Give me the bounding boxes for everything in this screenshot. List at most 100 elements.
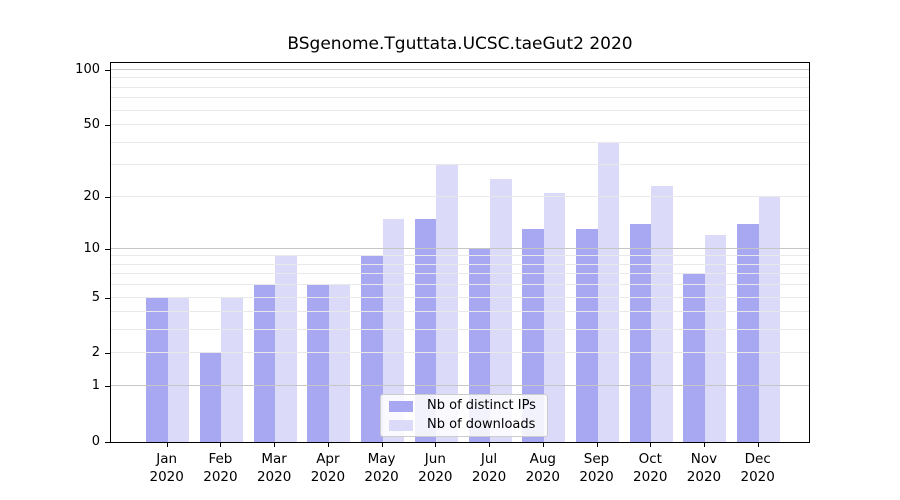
x-tick-label-oct: Oct 2020 [620, 450, 680, 486]
x-tick-label-month: May [367, 451, 396, 467]
bar-downloads-oct [651, 185, 673, 442]
x-tick-label-month: Jun [424, 451, 446, 467]
x-tick-label-year: 2020 [633, 469, 668, 485]
minor-gridline-70 [111, 97, 809, 99]
y-tick-1 [105, 386, 110, 388]
bar-distinct-ips-nov [683, 274, 705, 442]
x-tick-label-month: Jul [480, 451, 498, 467]
x-tick-jul [489, 443, 491, 447]
x-tick-mar [274, 443, 276, 447]
x-tick-label-may: May 2020 [352, 450, 412, 486]
x-tick-label-month: Feb [208, 451, 233, 467]
x-tick-label-year: 2020 [686, 469, 722, 485]
y-tick-label-2: 2 [91, 345, 100, 361]
x-tick-jan [166, 443, 168, 447]
x-tick-label-jan: Jan 2020 [137, 450, 197, 486]
x-tick-label-year: 2020 [310, 469, 346, 485]
y-tick-label-100: 100 [75, 62, 100, 77]
x-tick-label-apr: Apr 2020 [298, 450, 358, 486]
y-tick-label-1: 1 [91, 378, 100, 394]
x-tick-apr [327, 443, 329, 447]
x-tick-label-feb: Feb 2020 [190, 450, 250, 486]
x-tick-label-year: 2020 [579, 469, 614, 485]
minor-gridline-6 [111, 284, 809, 286]
x-tick-sep [596, 443, 598, 447]
x-tick-feb [220, 443, 222, 447]
y-tick-label-50: 50 [83, 117, 100, 133]
x-tick-label-year: 2020 [364, 469, 399, 485]
x-tick-aug [542, 443, 544, 447]
x-tick-label-year: 2020 [471, 469, 507, 485]
y-tick-20 [105, 196, 110, 198]
plot-area: Nb of distinct IPs Nb of downloads [110, 62, 810, 443]
bar-downloads-apr [328, 285, 351, 442]
minor-gridline-40 [111, 141, 809, 143]
x-tick-label-year: 2020 [740, 469, 775, 485]
bar-downloads-dec [758, 196, 781, 442]
x-tick-label-month: Mar [261, 451, 287, 467]
bar-distinct-ips-jan [146, 297, 168, 442]
x-tick-label-jun: Jun 2020 [405, 450, 465, 486]
minor-gridline-60 [111, 109, 809, 111]
legend-label-distinct-ips: Nb of distinct IPs [427, 398, 536, 413]
minor-gridline-80 [111, 86, 809, 88]
x-tick-label-aug: Aug 2020 [513, 450, 573, 486]
y-tick-0 [105, 442, 110, 443]
bar-downloads-jun [436, 165, 458, 442]
bar-distinct-ips-aug [522, 229, 544, 442]
x-tick-jun [435, 443, 437, 447]
bar-distinct-ips-may [361, 256, 383, 442]
minor-gridline-9 [111, 255, 809, 257]
x-tick-label-month: Apr [316, 451, 340, 467]
x-tick-label-jul: Jul 2020 [459, 450, 519, 486]
minor-gridline-8 [111, 263, 809, 265]
x-tick-label-year: 2020 [525, 469, 560, 485]
bar-distinct-ips-feb [199, 353, 222, 442]
y-tick-100 [105, 70, 110, 71]
x-tick-oct [650, 443, 652, 447]
x-tick-label-sep: Sep 2020 [567, 450, 627, 486]
major-gridline-1 [111, 385, 809, 387]
minor-gridline-5 [111, 296, 809, 298]
y-tick-2 [105, 353, 110, 355]
minor-gridline-7 [111, 273, 809, 275]
y-tick-50 [105, 125, 110, 127]
legend-swatch-distinct-ips [389, 400, 413, 412]
minor-gridline-90 [111, 77, 809, 79]
x-tick-label-month: Jan [156, 451, 178, 467]
x-tick-label-month: Sep [583, 451, 610, 467]
x-tick-label-mar: Mar 2020 [244, 450, 304, 486]
y-tick-label-20: 20 [83, 188, 100, 204]
x-tick-label-year: 2020 [203, 469, 238, 485]
bar-distinct-ips-sep [576, 229, 598, 442]
bar-distinct-ips-oct [629, 223, 652, 442]
legend-swatch-downloads [389, 419, 413, 431]
x-tick-label-year: 2020 [418, 469, 453, 485]
x-tick-label-month: Aug [529, 451, 556, 467]
x-tick-nov [703, 443, 705, 447]
bar-downloads-jul [490, 179, 512, 442]
bar-downloads-sep [597, 142, 620, 442]
bar-distinct-ips-apr [307, 285, 329, 442]
y-tick-label-10: 10 [83, 240, 100, 256]
legend-row-downloads: Nb of downloads [389, 417, 539, 433]
major-gridline-100 [111, 69, 809, 70]
legend-label-downloads: Nb of downloads [427, 417, 536, 432]
minor-gridline-20 [111, 195, 809, 197]
bar-distinct-ips-dec [737, 223, 759, 442]
bar-downloads-jan [167, 297, 190, 442]
y-tick-10 [105, 248, 110, 250]
minor-gridline-30 [111, 164, 809, 166]
minor-gridline-2 [111, 352, 809, 354]
minor-gridline-50 [111, 124, 809, 126]
x-tick-dec [757, 443, 759, 447]
x-tick-label-dec: Dec 2020 [728, 450, 788, 486]
x-tick-label-year: 2020 [149, 469, 184, 485]
bar-downloads-mar [275, 256, 297, 442]
y-tick-label-0: 0 [91, 434, 100, 449]
x-tick-label-year: 2020 [256, 469, 292, 485]
bar-downloads-feb [221, 297, 243, 442]
bar-downloads-aug [543, 192, 566, 442]
x-tick-label-month: Oct [638, 451, 662, 467]
bar-distinct-ips-mar [253, 285, 276, 442]
